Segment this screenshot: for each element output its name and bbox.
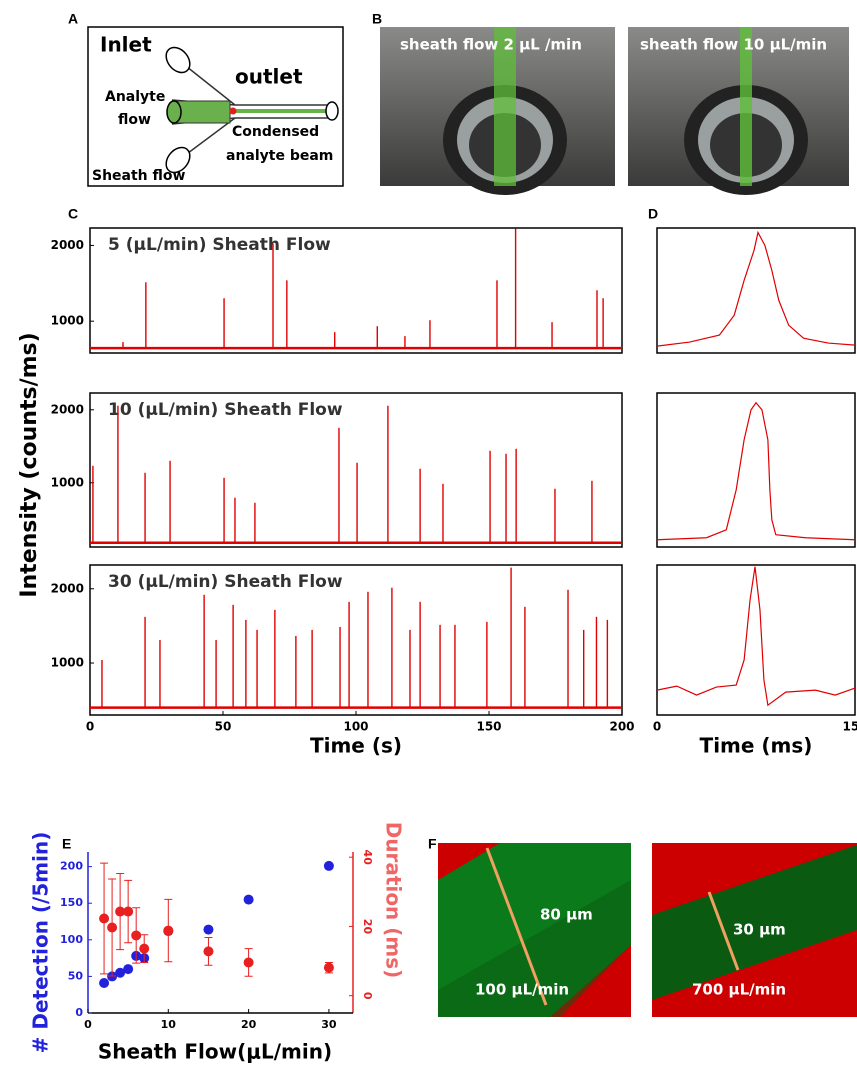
chart-title: 10 (μL/min) Sheath Flow bbox=[108, 400, 343, 420]
plot-frame bbox=[89, 392, 623, 548]
x-axis-label: Time (ms) bbox=[700, 734, 813, 758]
y-tick-label: 150 bbox=[60, 896, 83, 909]
y2-tick-label: 20 bbox=[361, 919, 374, 935]
panel-label: B bbox=[372, 11, 382, 27]
label: flow bbox=[118, 112, 151, 128]
plot-frame bbox=[656, 564, 856, 716]
x-tick-label: 0 bbox=[653, 720, 661, 734]
photo-label: sheath flow 10 μL/min bbox=[640, 36, 827, 54]
x-tick-label: 200 bbox=[609, 720, 634, 734]
chart-title: 5 (μL/min) Sheath Flow bbox=[108, 235, 331, 255]
point bbox=[323, 860, 334, 871]
y-tick-label: 2000 bbox=[51, 402, 84, 416]
panel-label: D bbox=[648, 206, 658, 222]
label: Inlet bbox=[100, 33, 152, 57]
photo: sheath flow 2 μL /min bbox=[380, 27, 615, 195]
point bbox=[131, 930, 142, 941]
micrograph: 80 μm 100 μL/min bbox=[438, 843, 631, 1017]
y2-tick-label: 0 bbox=[361, 992, 374, 1000]
point bbox=[203, 924, 214, 935]
point bbox=[99, 913, 110, 924]
y-tick-label: 1000 bbox=[51, 475, 84, 489]
x-tick-label: 150 bbox=[476, 720, 501, 734]
point bbox=[139, 943, 150, 954]
panel-label: F bbox=[428, 836, 437, 852]
chart-title: 30 (μL/min) Sheath Flow bbox=[108, 572, 343, 592]
y-axis-label: Intensity (counts/ms) bbox=[17, 332, 42, 597]
y-tick-label: 50 bbox=[68, 969, 84, 982]
point bbox=[107, 922, 118, 933]
point bbox=[123, 964, 134, 975]
x-tick-label: 20 bbox=[241, 1018, 257, 1031]
point bbox=[323, 962, 334, 973]
point bbox=[115, 967, 126, 978]
x-axis-label: Sheath Flow(μL/min) bbox=[98, 1040, 332, 1064]
plot-frame bbox=[656, 227, 856, 354]
trace bbox=[656, 230, 856, 347]
panel-label: E bbox=[62, 836, 71, 852]
y-tick-label: 1000 bbox=[51, 314, 84, 328]
point bbox=[123, 906, 134, 917]
plot-frame bbox=[656, 392, 856, 548]
x-tick-label: 10 bbox=[161, 1018, 177, 1031]
x-tick-label: 30 bbox=[321, 1018, 337, 1031]
panel-label: C bbox=[68, 206, 78, 222]
point bbox=[243, 894, 254, 905]
photo: sheath flow 10 μL/min bbox=[628, 27, 849, 195]
point bbox=[243, 957, 254, 968]
label: Analyte bbox=[105, 89, 165, 105]
y-tick-label: 2000 bbox=[51, 238, 84, 252]
panel-label: A bbox=[68, 11, 78, 27]
label: Sheath flow bbox=[92, 168, 186, 184]
micro-label: 700 μL/min bbox=[692, 981, 786, 999]
x-tick-label: 100 bbox=[343, 720, 368, 734]
micro-label: 80 μm bbox=[540, 906, 593, 924]
photo-label: sheath flow 2 μL /min bbox=[400, 36, 582, 54]
y-axis-label: # Detection (/5min) bbox=[29, 832, 53, 1054]
micro-label: 100 μL/min bbox=[475, 981, 569, 999]
point bbox=[203, 946, 214, 957]
y-tick-label: 100 bbox=[60, 933, 83, 946]
diagram: Inlet outlet Analyte flow Condensed anal… bbox=[87, 26, 344, 187]
plot-frame bbox=[89, 227, 623, 354]
point bbox=[99, 977, 110, 988]
x-tick-label: 0 bbox=[84, 1018, 92, 1031]
label: analyte beam bbox=[226, 148, 333, 164]
x-tick-label: 50 bbox=[215, 720, 232, 734]
trace bbox=[656, 566, 856, 707]
y-tick-label: 0 bbox=[75, 1006, 83, 1019]
y-tick-label: 2000 bbox=[51, 581, 84, 595]
x-axis-label: Time (s) bbox=[310, 734, 402, 758]
x-tick-label: 0 bbox=[86, 720, 94, 734]
y2-tick-label: 40 bbox=[361, 850, 374, 866]
micro-label: 30 μm bbox=[733, 921, 786, 939]
label: Condensed bbox=[232, 124, 319, 140]
trace bbox=[656, 401, 856, 541]
point bbox=[115, 906, 126, 917]
y2-axis-label: Duration (ms) bbox=[382, 822, 406, 979]
point bbox=[163, 925, 174, 936]
micrograph: 30 μm 700 μL/min bbox=[652, 843, 857, 1017]
label: outlet bbox=[235, 65, 303, 89]
y-tick-label: 200 bbox=[60, 860, 83, 873]
x-tick-label: 150 bbox=[842, 720, 857, 734]
y-tick-label: 1000 bbox=[51, 656, 84, 670]
